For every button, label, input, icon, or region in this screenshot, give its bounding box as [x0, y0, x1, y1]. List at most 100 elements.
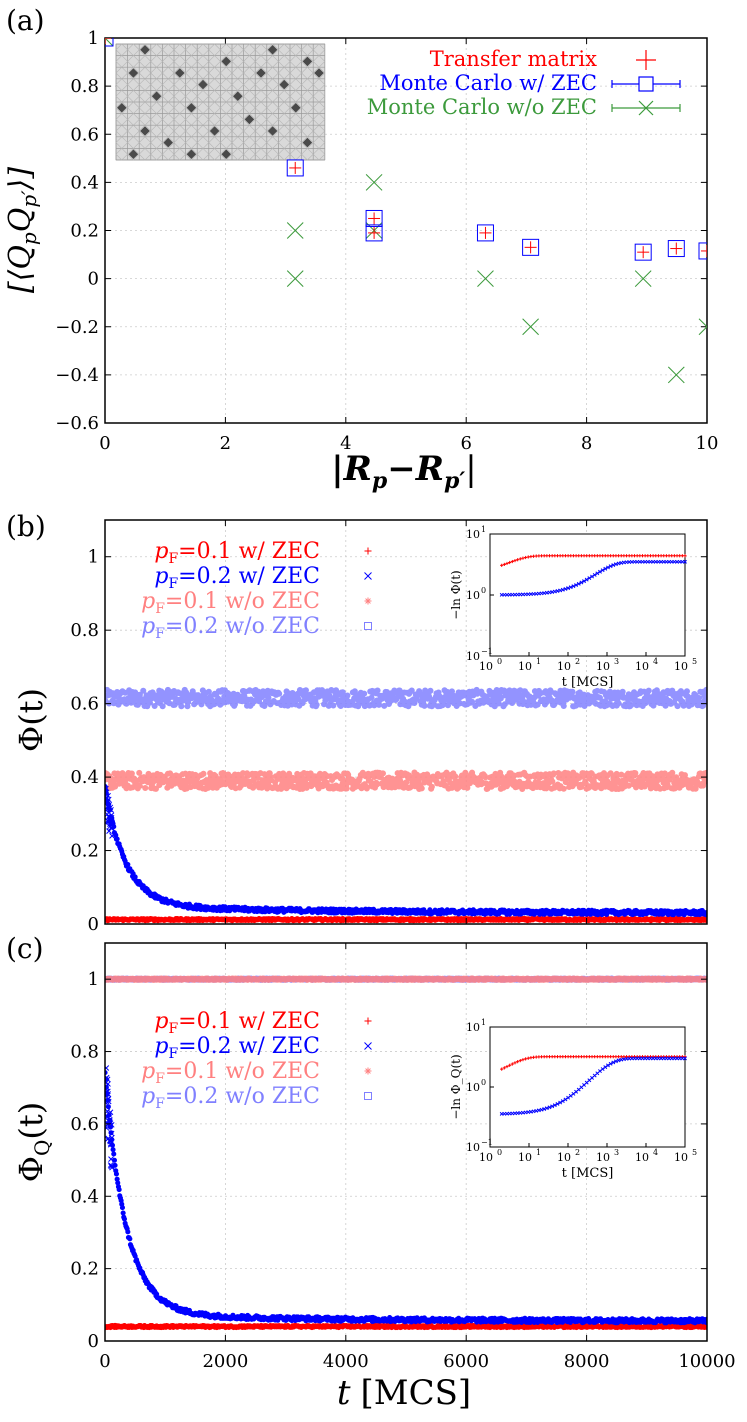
legend-rest: =0.2 w/ ZEC	[178, 1034, 320, 1059]
data-point-mc-with-zec	[634, 243, 652, 261]
panel-b-ticks: 0 0.2 0.4 0.6 0.8 1	[70, 520, 708, 935]
legend-entry: pF=0.1 w/o ZEC	[141, 1059, 320, 1087]
inset-tick-label-x: 10	[479, 660, 493, 673]
inset-tick-exponent: 1	[481, 1018, 486, 1027]
inset-data-point	[611, 563, 616, 568]
lattice-frustrated-plaquette	[209, 126, 220, 136]
lattice-plaquette	[254, 147, 268, 161]
inset-tick-label-y: 10	[466, 528, 480, 541]
marker-stroke	[568, 585, 573, 590]
inset-tick-label-x: 10	[518, 660, 532, 673]
data-point-early	[105, 1125, 110, 1131]
ylabel-part: Φ	[12, 1156, 50, 1182]
inset-data-point	[510, 1062, 514, 1066]
data-point-early	[107, 1138, 114, 1145]
inset-data-point	[566, 1095, 571, 1100]
marker-stroke	[476, 224, 494, 242]
marker-stroke	[518, 1110, 523, 1115]
legend-rest: =0.2 w/o ZEC	[165, 614, 320, 639]
legend-rest: =0.2 w/ ZEC	[178, 564, 320, 589]
marker-stroke	[364, 622, 372, 630]
lattice-frustrated-plaquette	[151, 91, 162, 101]
inset-data-point	[579, 580, 584, 585]
marker-stroke	[109, 833, 115, 839]
lattice-frustrated-plaquette	[267, 126, 278, 136]
tick-label-y: 0.4	[70, 1186, 99, 1207]
legend-sub: F	[168, 576, 178, 592]
data-point-early	[105, 807, 110, 814]
data-series-p-f-0-1-w-zec	[105, 1322, 707, 1331]
marker-stroke	[106, 828, 112, 834]
tick-label-y: 0	[88, 1331, 99, 1352]
marker-stroke	[107, 804, 114, 811]
inset-data-point	[542, 1107, 547, 1111]
lattice-frustrated-plaquette	[128, 149, 139, 159]
inset-data-point	[513, 1061, 517, 1065]
marker-stroke	[108, 825, 114, 831]
panel-c: (c) 0 2000 4000 6000 8000 10000 0 0.2 0.4 0.6 0.8 1…	[6, 932, 736, 1413]
panel-c-ticks: 0 2000 4000 6000 8000 10000 0 0.2 0.4 0.6 0.8 1	[70, 943, 736, 1372]
xlabel-part: |	[465, 449, 476, 489]
legend-entry: pF=0.1 w/ ZEC	[154, 1009, 320, 1037]
inset-tick-label-x: 10	[674, 660, 688, 673]
marker-stroke	[536, 591, 541, 596]
marker-stroke	[105, 814, 112, 820]
inset-tick-label-x: 10	[557, 1151, 571, 1164]
legend-marker	[364, 622, 372, 630]
legend-sub: F	[155, 1071, 165, 1087]
inset-data-point	[508, 1063, 512, 1067]
ylabel-part: ⟩]	[3, 167, 38, 192]
panel-b: (b) 00.20.40.60.81 Φ(t) pF=0.1 w/ ZECpF=…	[6, 510, 708, 935]
inset-data-point	[613, 562, 618, 567]
inset-data-point	[513, 559, 517, 563]
marker-stroke	[611, 563, 616, 568]
legend-p: p	[141, 589, 155, 614]
marker-stroke	[105, 807, 110, 813]
data-point-early	[105, 1065, 110, 1071]
data-point-early	[108, 1122, 115, 1128]
inset-data-point	[539, 1107, 544, 1112]
lattice-plaquette	[115, 147, 129, 161]
legend-p: p	[154, 1009, 168, 1034]
marker-stroke	[634, 270, 652, 287]
marker-stroke	[534, 1108, 539, 1113]
marker-stroke	[574, 583, 579, 587]
legend-entry: pF=0.2 w/o ZEC	[141, 614, 320, 642]
marker-stroke	[539, 591, 544, 596]
tick-label-y: 0.6	[70, 124, 99, 145]
data-point-transfer-matrix	[524, 241, 537, 254]
inset-data-point	[683, 1056, 687, 1061]
lattice-plaquette	[219, 147, 233, 161]
data-point-mc-with-zec	[667, 240, 685, 258]
marker-stroke	[286, 159, 304, 177]
marker-stroke	[364, 1042, 372, 1050]
lattice-plaquette	[231, 147, 245, 161]
inset-data-point	[683, 559, 687, 564]
inset-data-point	[505, 561, 509, 566]
marker-stroke	[584, 577, 589, 582]
marker-stroke	[365, 174, 383, 191]
legend-marker	[364, 572, 372, 580]
marker-stroke	[544, 1106, 549, 1111]
legend-p: p	[141, 1084, 155, 1109]
legend-marker	[364, 1017, 372, 1025]
tick-label-y: 0.4	[70, 767, 99, 788]
inset-tick-label-y: 10	[466, 1021, 480, 1034]
inset-data-point	[560, 1099, 565, 1104]
lattice-plaquette	[196, 147, 210, 161]
legend-entry: pF=0.2 w/ ZEC	[154, 1034, 320, 1062]
data-point-transfer-matrix	[368, 226, 381, 239]
marker-stroke	[667, 366, 685, 384]
lattice-frustrated-plaquette	[198, 79, 208, 90]
inset-data-point	[500, 1067, 504, 1071]
marker-stroke	[600, 568, 605, 573]
inset-data-point	[592, 572, 597, 577]
marker-stroke	[365, 598, 371, 604]
tick-label-x: 2	[220, 433, 231, 454]
marker-stroke	[107, 1162, 114, 1168]
marker-stroke	[108, 821, 115, 827]
lattice-frustrated-plaquette	[256, 68, 266, 78]
marker-stroke	[619, 1057, 624, 1062]
legend-entry: pF=0.2 w/ ZEC	[154, 564, 320, 592]
legend-rest: =0.1 w/ ZEC	[178, 539, 320, 564]
